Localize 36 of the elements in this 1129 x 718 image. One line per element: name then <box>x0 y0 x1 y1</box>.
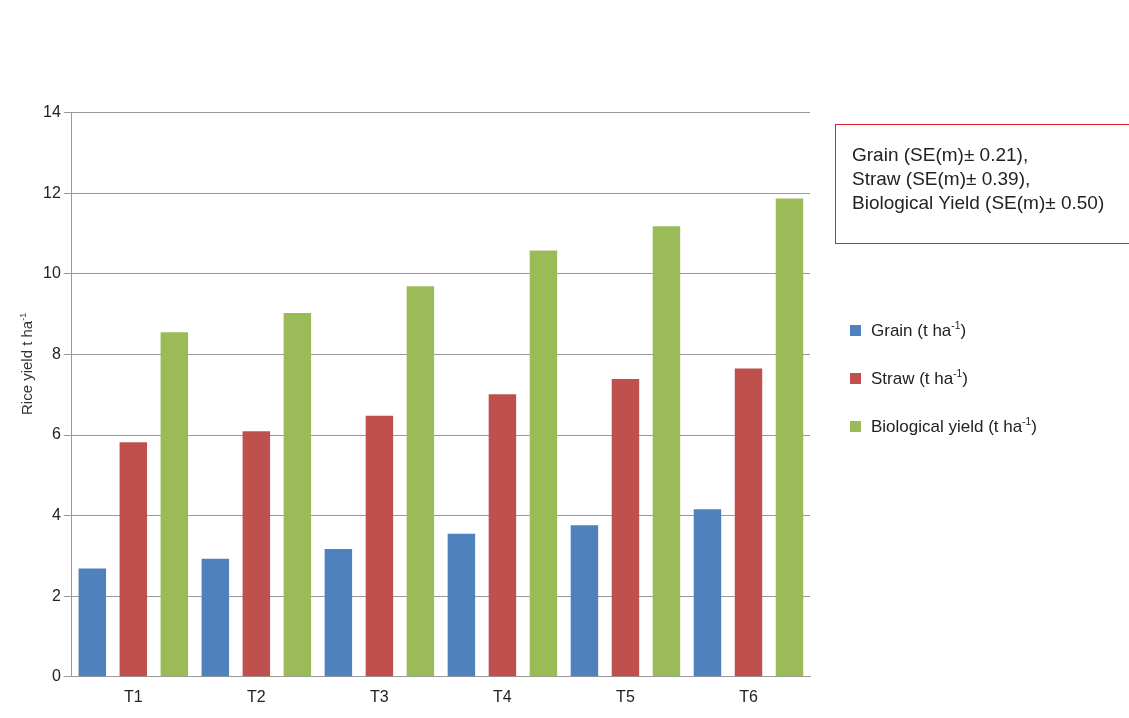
bar <box>160 332 189 677</box>
bar <box>447 533 476 677</box>
bar <box>734 368 763 677</box>
x-tick-label: T3 <box>370 687 389 705</box>
bar <box>406 286 435 677</box>
bar <box>570 525 599 677</box>
bar <box>283 312 312 677</box>
y-tick-label: 12 <box>43 183 61 201</box>
bar <box>324 549 353 677</box>
y-tick-label: 8 <box>51 344 61 362</box>
legend-label: Straw (t ha$^{-1}$) <box>871 367 968 389</box>
x-tick-label: T5 <box>616 687 635 705</box>
bar <box>242 431 271 677</box>
y-tick-label: 6 <box>51 425 61 443</box>
legend-label: Grain (t ha$^{-1}$) <box>871 319 967 341</box>
y-tick-label: 14 <box>43 103 61 121</box>
x-tick-label: T6 <box>739 687 758 705</box>
bar <box>365 415 394 677</box>
legend-label: Biological yield (t ha$^{-1}$) <box>871 415 1037 437</box>
bar <box>775 198 804 677</box>
bar <box>652 226 681 677</box>
text: Grain (SE(m)± 0.21), Straw (SE(m)± 0.39), Biological Yield (SE(m)± 0.50) <box>852 143 1106 215</box>
y-tick-label: 2 <box>51 586 61 604</box>
bar <box>488 394 517 677</box>
y-tick-label: 10 <box>43 264 61 282</box>
x-tick-label: T4 <box>493 687 512 705</box>
bar <box>78 568 107 677</box>
y-tick-label: 4 <box>51 506 61 524</box>
x-tick-label: T1 <box>123 687 143 705</box>
bar <box>119 442 148 677</box>
bar <box>529 250 558 677</box>
x-tick-label: T2 <box>247 687 266 705</box>
bar <box>611 378 640 677</box>
y-tick-label: 0 <box>51 667 61 685</box>
bar <box>201 558 230 677</box>
bar <box>693 509 722 677</box>
